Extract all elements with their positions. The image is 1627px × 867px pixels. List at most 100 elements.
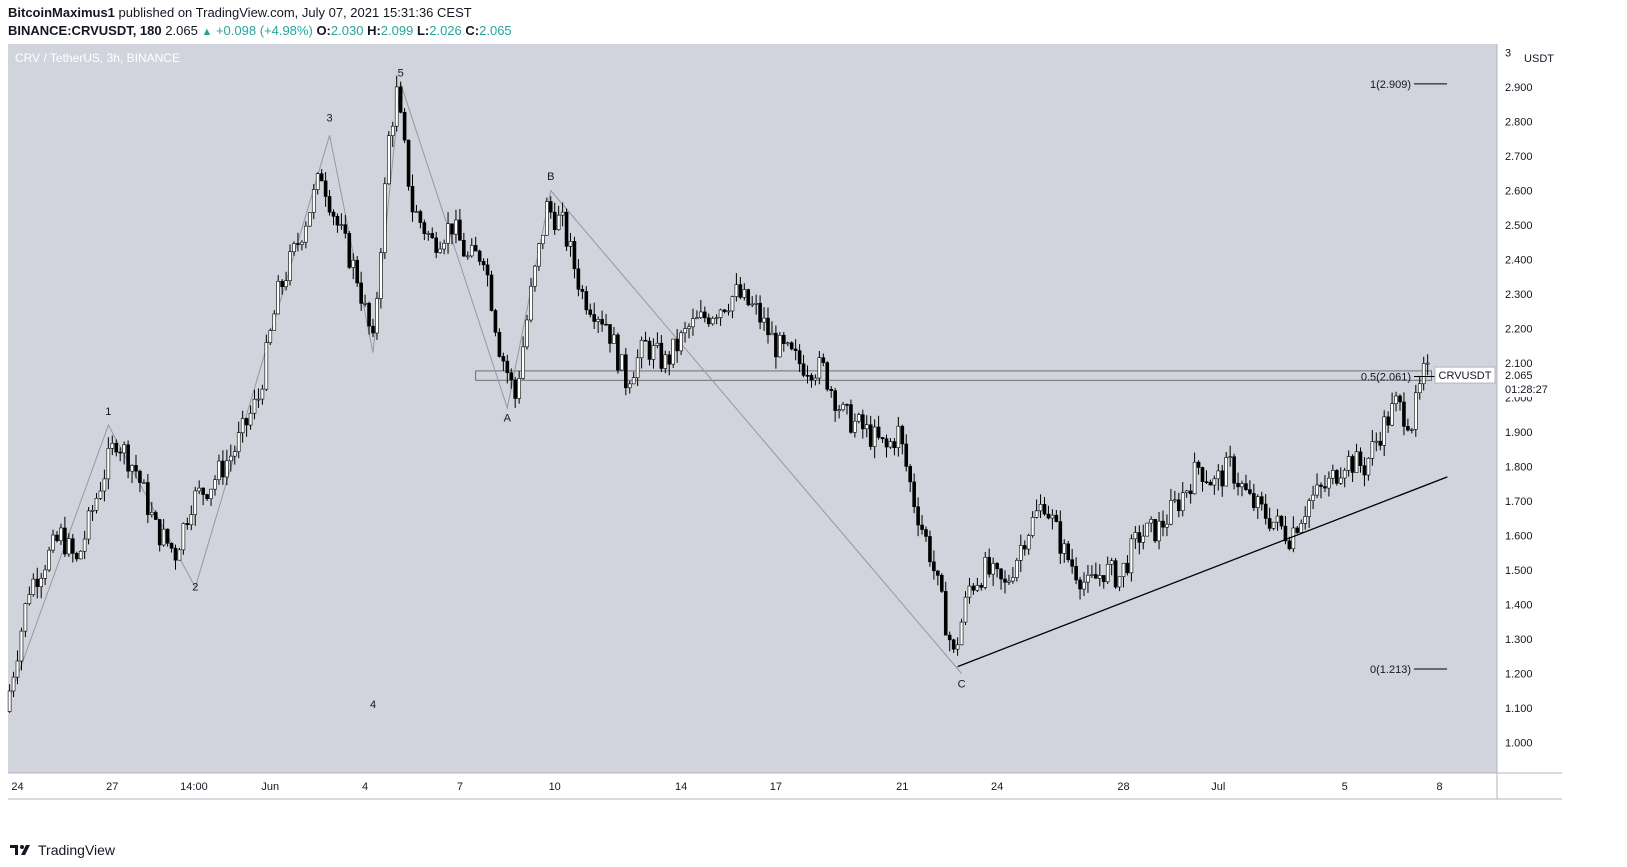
candle-body <box>248 412 253 426</box>
candle-body <box>193 490 198 515</box>
candle-body <box>750 303 755 306</box>
candle-body <box>63 527 67 555</box>
x-tick-label: 28 <box>1117 781 1129 793</box>
candle-body <box>51 534 55 551</box>
y-tick-label: 1.300 <box>1505 634 1533 646</box>
candle-body <box>450 223 454 235</box>
candle-body <box>951 639 956 650</box>
candle-body <box>264 342 269 390</box>
candle-body <box>402 112 407 141</box>
candle-body <box>588 309 593 315</box>
candle-body <box>418 211 423 223</box>
triangle-up-icon: ▲ <box>201 26 213 38</box>
candle-body <box>1275 515 1280 523</box>
candle-body <box>1279 515 1284 527</box>
candle-body <box>276 281 281 315</box>
candle-body <box>825 362 830 390</box>
candle-body <box>529 285 533 321</box>
candle-body <box>311 189 316 213</box>
candle-body <box>82 538 87 552</box>
candle-body <box>300 241 304 245</box>
wave-label: 2 <box>192 582 198 594</box>
candle-body <box>1153 519 1157 542</box>
candle-body <box>1204 481 1209 483</box>
candle-body <box>699 311 703 318</box>
candle-body <box>726 310 731 313</box>
candle-body <box>932 561 936 572</box>
candle-body <box>659 342 664 369</box>
candle-body <box>485 264 490 276</box>
candle-body <box>1141 535 1146 543</box>
candle-body <box>675 338 679 352</box>
candle-body <box>742 289 747 298</box>
candle-body <box>7 690 12 712</box>
candle-body <box>801 363 806 376</box>
x-tick-label: 14 <box>675 781 687 793</box>
candle-body <box>1137 532 1142 543</box>
candle-body <box>19 630 24 662</box>
wave-label: 3 <box>326 113 332 125</box>
low-label: L: <box>416 23 430 38</box>
candle-body <box>15 660 20 678</box>
candle-body <box>1015 560 1019 578</box>
footer-brand[interactable]: TradingView <box>8 841 115 859</box>
wave-label: 4 <box>370 699 376 711</box>
candle-body <box>260 388 265 400</box>
candle-body <box>43 569 47 579</box>
y-tick-label: 1.800 <box>1505 462 1533 474</box>
candle-body <box>1366 458 1371 476</box>
y-tick-label: 1.500 <box>1505 565 1533 577</box>
candle-body <box>280 281 284 288</box>
candle-body <box>884 438 889 448</box>
candle-body <box>1307 500 1311 517</box>
price-tag <box>1498 367 1560 398</box>
chart-title: CRV / TetherUS, 3h, BINANCE <box>15 51 180 65</box>
candle-body <box>548 201 553 213</box>
candle-body <box>860 414 865 430</box>
candle-body <box>620 354 624 371</box>
candle-body <box>738 284 743 298</box>
author-name[interactable]: BitcoinMaximus1 <box>8 5 115 20</box>
candle-body <box>501 356 506 362</box>
candle-body <box>181 523 186 551</box>
candle-body <box>1149 519 1153 524</box>
candle-body <box>296 243 300 245</box>
y-tick-label: 1.100 <box>1505 703 1533 715</box>
candle-body <box>1003 578 1007 583</box>
fib-level-label: 1(2.909) <box>1370 79 1411 91</box>
candle-body <box>959 621 964 646</box>
price-change: +0.098 (+4.98%) <box>215 23 313 38</box>
y-tick-label: 2.800 <box>1505 117 1533 129</box>
candle-body <box>1338 477 1343 484</box>
candle-body <box>936 570 940 576</box>
candle-body <box>1236 482 1240 488</box>
candle-body <box>955 644 960 650</box>
candle-body <box>1267 518 1272 529</box>
candle-body <box>153 512 158 520</box>
x-tick-label: 17 <box>770 781 782 793</box>
candle-body <box>766 317 770 336</box>
candle-body <box>1161 520 1165 528</box>
candle-body <box>138 470 142 483</box>
candle-body <box>1358 451 1363 466</box>
candle-body <box>718 309 723 318</box>
candle-body <box>770 332 774 336</box>
candle-body <box>134 465 138 472</box>
candle-body <box>398 86 403 113</box>
candle-body <box>1216 470 1221 480</box>
x-tick-label: Jun <box>261 781 279 793</box>
y-tick-label: 2.200 <box>1505 324 1533 336</box>
candle-body <box>229 455 233 462</box>
candle-body <box>327 196 332 213</box>
candle-body <box>35 578 40 588</box>
candle-body <box>351 259 356 268</box>
candle-body <box>74 553 79 560</box>
candle-body <box>465 255 470 258</box>
candle-body <box>1192 461 1197 495</box>
candle-body <box>1271 521 1276 529</box>
candle-body <box>817 357 822 379</box>
candle-body <box>991 563 995 575</box>
candle-body <box>702 311 707 319</box>
candle-body <box>533 265 537 287</box>
